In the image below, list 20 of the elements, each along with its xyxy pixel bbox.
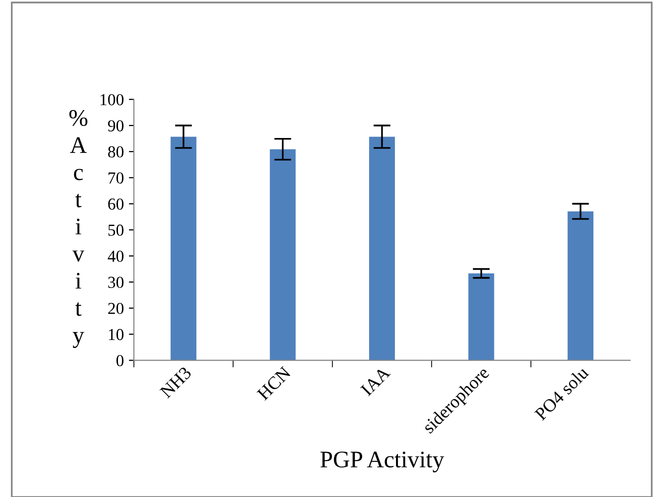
y-tick-label: 80 xyxy=(108,146,124,158)
y-tick-label: 70 xyxy=(108,172,124,184)
y-tick-label: 0 xyxy=(116,355,124,366)
bar xyxy=(170,136,196,360)
x-tick-label: IAA xyxy=(360,366,391,396)
y-tick-label: 20 xyxy=(108,302,124,314)
y-tick-label: 50 xyxy=(108,224,124,236)
x-axis-title: PGP Activity xyxy=(320,452,444,472)
bar xyxy=(270,149,296,360)
y-tick-label: 100 xyxy=(100,94,124,106)
y-tick-label: 40 xyxy=(108,250,124,262)
y-tick-label: 60 xyxy=(108,198,124,210)
bar xyxy=(468,273,494,360)
x-tick-label: PO4 solu xyxy=(534,365,590,421)
y-tick-label: 90 xyxy=(108,120,124,132)
bar xyxy=(369,136,395,360)
y-tick-label: 30 xyxy=(108,276,124,288)
bar xyxy=(568,211,594,360)
text: % Activity xyxy=(69,110,88,348)
y-tick-label: 10 xyxy=(108,328,124,340)
